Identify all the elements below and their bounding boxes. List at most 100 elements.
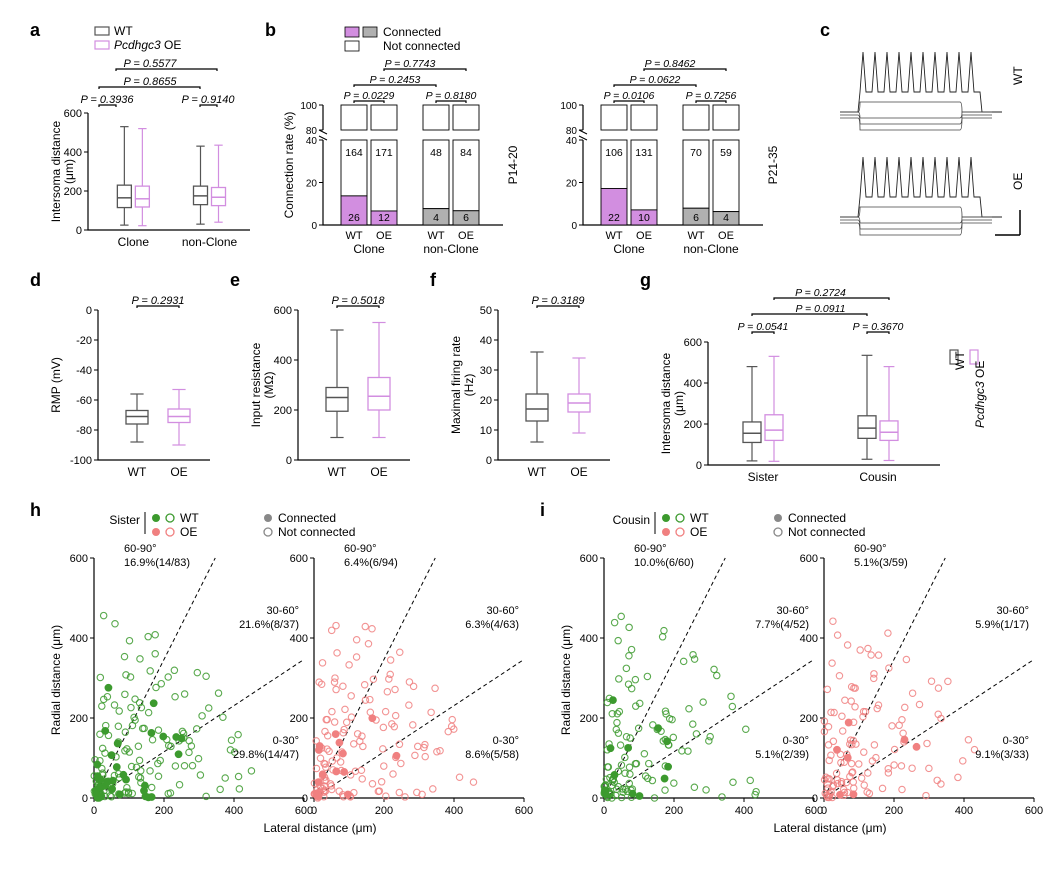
svg-text:WT: WT bbox=[180, 511, 199, 525]
svg-text:WT: WT bbox=[328, 465, 347, 479]
svg-text:200: 200 bbox=[885, 805, 903, 817]
label-b: b bbox=[265, 20, 276, 41]
panel-h: SisterWTOEConnectedNot connected 0020020… bbox=[50, 510, 540, 850]
svg-text:10: 10 bbox=[638, 212, 650, 224]
svg-text:4: 4 bbox=[433, 212, 439, 224]
svg-text:Clone: Clone bbox=[613, 242, 645, 256]
svg-text:600: 600 bbox=[290, 553, 308, 565]
svg-text:P14-20: P14-20 bbox=[506, 145, 520, 184]
svg-text:600: 600 bbox=[274, 305, 292, 317]
svg-text:0: 0 bbox=[302, 793, 308, 805]
svg-text:Radial distance (μm): Radial distance (μm) bbox=[559, 625, 573, 735]
svg-text:-100: -100 bbox=[70, 455, 92, 467]
g-legend-oe: Pcdhgc3 OE bbox=[973, 361, 987, 428]
svg-text:Radial distance (μm): Radial distance (μm) bbox=[49, 625, 63, 735]
p-nonclone: P = 0.9140 bbox=[181, 94, 235, 106]
svg-text:20: 20 bbox=[566, 179, 578, 190]
svg-text:200: 200 bbox=[375, 805, 393, 817]
panel-a: WT Pcdhgc3 OE P = 0.5577 P = 0.8655 P = … bbox=[50, 25, 260, 255]
svg-text:5.1%(2/39): 5.1%(2/39) bbox=[755, 749, 809, 761]
svg-text:0: 0 bbox=[486, 455, 492, 467]
svg-text:59: 59 bbox=[720, 147, 732, 159]
svg-text:9.1%(3/33): 9.1%(3/33) bbox=[975, 749, 1029, 761]
svg-text:P21-35: P21-35 bbox=[766, 145, 780, 184]
svg-text:8.6%(5/58): 8.6%(5/58) bbox=[465, 749, 519, 761]
svg-text:Lateral distance (μm): Lateral distance (μm) bbox=[264, 821, 377, 835]
svg-text:P = 0.0911: P = 0.0911 bbox=[796, 303, 846, 315]
svg-text:26: 26 bbox=[348, 212, 360, 224]
svg-text:200: 200 bbox=[580, 713, 598, 725]
svg-text:600: 600 bbox=[64, 108, 82, 120]
svg-text:400: 400 bbox=[800, 633, 818, 645]
svg-text:P = 0.2724: P = 0.2724 bbox=[795, 287, 846, 299]
svg-text:P = 0.8462: P = 0.8462 bbox=[645, 58, 696, 70]
svg-text:400: 400 bbox=[955, 805, 973, 817]
svg-text:WT: WT bbox=[605, 230, 622, 242]
svg-text:0: 0 bbox=[601, 805, 607, 817]
label-g: g bbox=[640, 270, 651, 291]
panel-g: 0200400600Intersoma distance(μm)SisterCo… bbox=[660, 280, 1020, 490]
svg-text:50: 50 bbox=[480, 305, 492, 317]
svg-text:40: 40 bbox=[306, 136, 318, 147]
panel-b: Connected Not connected 0204080100Connec… bbox=[285, 25, 815, 255]
svg-text:Sister: Sister bbox=[109, 513, 140, 527]
svg-text:200: 200 bbox=[800, 713, 818, 725]
p-clone: P = 0.3936 bbox=[80, 94, 134, 106]
svg-text:100: 100 bbox=[300, 101, 317, 112]
svg-text:OE: OE bbox=[718, 230, 734, 242]
svg-text:WT: WT bbox=[128, 465, 147, 479]
svg-text:P = 0.0622: P = 0.0622 bbox=[630, 74, 681, 86]
label-e: e bbox=[230, 270, 240, 291]
svg-text:400: 400 bbox=[684, 378, 702, 390]
svg-text:106: 106 bbox=[605, 147, 623, 159]
svg-text:600: 600 bbox=[70, 553, 88, 565]
svg-text:Lateral distance (μm): Lateral distance (μm) bbox=[774, 821, 887, 835]
svg-text:600: 600 bbox=[515, 805, 533, 817]
svg-text:WT: WT bbox=[345, 230, 362, 242]
svg-text:400: 400 bbox=[290, 633, 308, 645]
label-i: i bbox=[540, 500, 545, 521]
svg-text:10.0%(6/60): 10.0%(6/60) bbox=[634, 557, 694, 569]
svg-text:5.1%(3/59): 5.1%(3/59) bbox=[854, 557, 908, 569]
svg-text:Maximal firing rate: Maximal firing rate bbox=[449, 336, 463, 434]
svg-text:30-60°: 30-60° bbox=[266, 605, 299, 617]
svg-text:200: 200 bbox=[70, 713, 88, 725]
svg-text:200: 200 bbox=[274, 405, 292, 417]
svg-text:P = 0.0541: P = 0.0541 bbox=[738, 321, 789, 333]
svg-text:30-60°: 30-60° bbox=[996, 605, 1029, 617]
panel-c: WT OE bbox=[840, 40, 1030, 260]
svg-text:48: 48 bbox=[430, 147, 442, 159]
svg-text:0: 0 bbox=[82, 793, 88, 805]
svg-text:P = 0.0106: P = 0.0106 bbox=[604, 90, 655, 102]
svg-text:-80: -80 bbox=[76, 425, 92, 437]
svg-text:P = 0.2453: P = 0.2453 bbox=[370, 74, 421, 86]
svg-text:400: 400 bbox=[445, 805, 463, 817]
svg-text:0: 0 bbox=[696, 460, 702, 472]
label-h: h bbox=[30, 500, 41, 521]
svg-text:400: 400 bbox=[225, 805, 243, 817]
svg-text:-40: -40 bbox=[76, 365, 92, 377]
svg-text:16.9%(14/83): 16.9%(14/83) bbox=[124, 557, 190, 569]
svg-text:OE: OE bbox=[370, 465, 387, 479]
svg-text:6: 6 bbox=[693, 212, 699, 224]
svg-text:0-30°: 0-30° bbox=[493, 735, 519, 747]
svg-text:Clone: Clone bbox=[353, 242, 385, 256]
svg-text:600: 600 bbox=[580, 553, 598, 565]
p-wt-wt: P = 0.8655 bbox=[123, 76, 177, 88]
svg-text:6.4%(6/94): 6.4%(6/94) bbox=[344, 557, 398, 569]
svg-text:80: 80 bbox=[306, 126, 318, 137]
svg-text:0: 0 bbox=[91, 805, 97, 817]
svg-text:Sister: Sister bbox=[748, 470, 779, 484]
svg-text:200: 200 bbox=[155, 805, 173, 817]
p-oe-oe: P = 0.5577 bbox=[123, 58, 177, 70]
svg-text:non-Clone: non-Clone bbox=[423, 242, 479, 256]
trace-wt-label: WT bbox=[1011, 66, 1025, 85]
scalebar-icon bbox=[995, 210, 1020, 235]
svg-text:21.6%(8/37): 21.6%(8/37) bbox=[239, 619, 299, 631]
svg-text:0: 0 bbox=[311, 221, 317, 232]
svg-text:84: 84 bbox=[460, 147, 472, 159]
svg-text:30: 30 bbox=[480, 365, 492, 377]
svg-text:400: 400 bbox=[64, 147, 82, 159]
label-c: c bbox=[820, 20, 830, 41]
svg-text:30-60°: 30-60° bbox=[486, 605, 519, 617]
